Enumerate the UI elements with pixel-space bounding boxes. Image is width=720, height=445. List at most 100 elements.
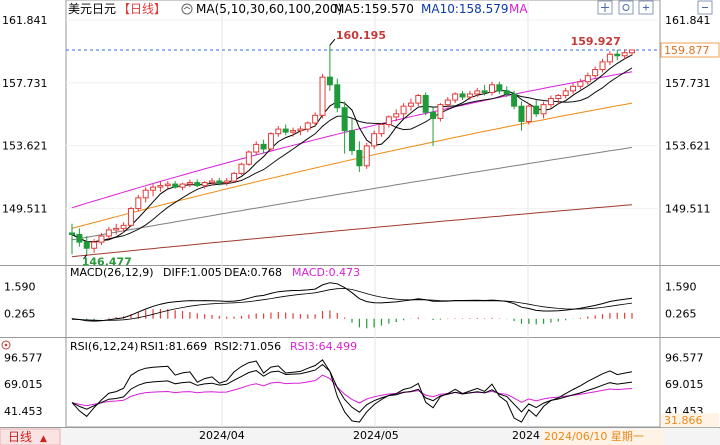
- move-icon[interactable]: [597, 0, 613, 15]
- candle: [570, 83, 577, 94]
- candle-body: [267, 133, 274, 150]
- candle-body: [245, 151, 252, 165]
- candle-body: [385, 116, 392, 126]
- candle-body: [606, 53, 613, 63]
- candle-body: [194, 182, 201, 187]
- candle: [135, 194, 142, 212]
- candle-body: [525, 105, 532, 122]
- candle-body: [201, 182, 208, 187]
- candle: [393, 109, 400, 122]
- period-button-bg[interactable]: [0, 428, 61, 445]
- candle-body: [135, 197, 142, 210]
- candle: [606, 51, 613, 65]
- candle: [253, 141, 260, 156]
- macd-params: MACD(26,12,9): [70, 266, 154, 279]
- candle-body: [562, 90, 569, 96]
- candle: [231, 171, 238, 183]
- candle: [614, 49, 621, 61]
- candle: [599, 58, 606, 73]
- candle: [518, 101, 525, 131]
- ma-extra-label: MA: [509, 2, 528, 16]
- candle: [172, 181, 179, 189]
- candle-body: [349, 130, 355, 151]
- settings-icon[interactable]: [181, 3, 193, 15]
- chevron-up-icon[interactable]: ▲: [40, 434, 47, 444]
- candle-body: [481, 90, 488, 93]
- candle-body: [157, 185, 164, 188]
- candle: [422, 92, 429, 116]
- candle-body: [584, 75, 591, 83]
- candle-body: [209, 180, 215, 184]
- candle: [629, 49, 635, 56]
- candle: [621, 49, 628, 59]
- candle: [334, 78, 341, 113]
- macd-y-tick-right: 1.590: [665, 280, 697, 293]
- candle-body: [179, 183, 186, 188]
- crosshair-icon[interactable]: [618, 0, 634, 15]
- candle-body: [540, 104, 547, 115]
- candle: [120, 222, 127, 233]
- candle-body: [393, 113, 400, 118]
- candle-body: [555, 94, 562, 100]
- candle: [105, 226, 112, 240]
- macd-diff-line: [71, 282, 633, 322]
- plot-frame: [65, 0, 661, 428]
- low-pointer: [83, 254, 88, 260]
- candle: [194, 179, 201, 188]
- candle-body: [378, 124, 385, 135]
- zoom-out-icon[interactable]: [697, 0, 713, 15]
- y-tick-label: 157.731: [2, 77, 48, 90]
- footer-bar: [0, 428, 720, 445]
- recent-high-annotation: 159.927: [571, 35, 621, 48]
- candle-body: [304, 122, 311, 130]
- candle-body: [172, 183, 179, 188]
- candle: [349, 118, 355, 156]
- candle-body: [260, 143, 267, 150]
- rsi-y-tick: 96.577: [4, 351, 43, 364]
- date-tick-1: 2024/05: [353, 429, 399, 442]
- candle: [113, 223, 120, 235]
- candle-body: [430, 111, 437, 119]
- macd-dea: DEA:0.768: [224, 266, 282, 279]
- candle-body: [253, 143, 260, 153]
- candle-body: [614, 53, 621, 57]
- candle: [503, 86, 510, 98]
- candle-body: [290, 130, 297, 133]
- rsi-settings-icon[interactable]: [1, 340, 11, 350]
- candle-body: [422, 94, 429, 113]
- candle: [444, 97, 451, 108]
- candle-body: [599, 61, 606, 71]
- candle: [437, 103, 444, 122]
- last-price-label: 159.877: [664, 44, 710, 57]
- candle: [142, 187, 149, 203]
- macd-diff: DIFF:1.005: [163, 266, 222, 279]
- rsi-y-tick-right: 69.015: [665, 378, 704, 391]
- candle: [496, 81, 503, 94]
- rsi3-line: [71, 374, 633, 407]
- candle-body: [570, 85, 577, 92]
- candle: [459, 90, 466, 101]
- candle: [525, 103, 532, 125]
- candle: [371, 130, 378, 149]
- period-label[interactable]: 【日线】: [118, 2, 166, 16]
- zoom-in-icon[interactable]: [638, 0, 654, 15]
- candle: [304, 121, 311, 133]
- candles-layer: 160.195 159.927 146.477: [69, 29, 635, 269]
- macd-value: MACD:0.473: [292, 266, 360, 279]
- candle-body: [466, 93, 473, 98]
- rsi3-value: RSI3:64.499: [290, 340, 357, 353]
- candle-body: [452, 93, 459, 101]
- candle-body: [69, 232, 75, 236]
- ma60-line: [71, 102, 633, 229]
- candle-body: [238, 163, 245, 174]
- last-price-box: [660, 42, 720, 58]
- candle: [540, 101, 547, 119]
- candle: [76, 228, 83, 247]
- ma-params: MA(5,10,30,60,100,200): [196, 2, 342, 16]
- rsi1-line: [71, 359, 633, 423]
- period-button[interactable]: 日线: [8, 430, 32, 444]
- ma10-line: [71, 67, 633, 243]
- candle: [98, 232, 105, 246]
